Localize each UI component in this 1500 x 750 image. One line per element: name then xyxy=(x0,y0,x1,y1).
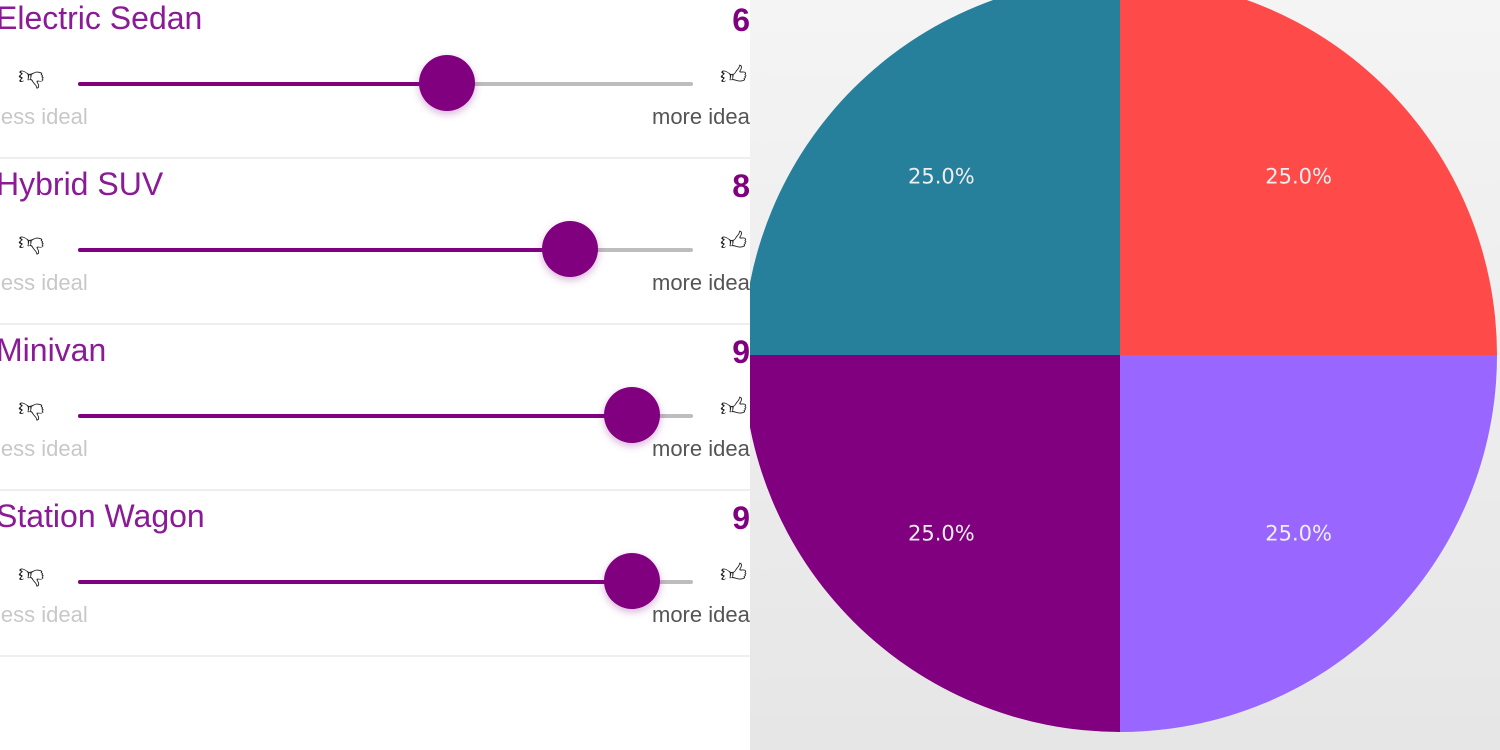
item-name: Minivan xyxy=(0,332,107,368)
pie-slice[interactable] xyxy=(750,355,1120,732)
item-name: Station Wagon xyxy=(0,498,205,534)
pie-chart-panel: 25.0% 25.0% 25.0% 25.0% xyxy=(750,0,1500,750)
pie-slice[interactable] xyxy=(1120,355,1497,732)
thumbs-down-icon[interactable]: 👎︎ xyxy=(18,60,45,90)
slider-fill xyxy=(78,248,570,252)
rating-row: Station Wagon 9 👎︎ 👍︎ less ideal more id… xyxy=(0,490,750,657)
rating-row: Hybrid SUV 8 👎︎ 👍︎ less ideal more ideal xyxy=(0,158,750,325)
rating-row: Electric Sedan 6 👎︎ 👍︎ less ideal more i… xyxy=(0,0,750,159)
more-ideal-label: more ideal xyxy=(652,104,750,129)
more-ideal-label: more ideal xyxy=(652,270,750,295)
rating-slider[interactable] xyxy=(78,553,693,609)
thumbs-up-icon[interactable]: 👍︎ xyxy=(720,392,748,422)
item-value: 9 xyxy=(732,500,750,536)
thumbs-up-icon[interactable]: 👍︎ xyxy=(720,226,748,256)
slider-thumb[interactable] xyxy=(419,55,475,111)
slice-label: 25.0% xyxy=(908,164,975,188)
slice-label: 25.0% xyxy=(1265,164,1332,188)
ratings-panel: Electric Sedan 6 👎︎ 👍︎ less ideal more i… xyxy=(0,0,750,657)
rating-row: Minivan 9 👎︎ 👍︎ less ideal more ideal xyxy=(0,324,750,491)
slice-label: 25.0% xyxy=(908,522,975,546)
item-value: 8 xyxy=(732,168,750,204)
item-name: Electric Sedan xyxy=(0,0,203,36)
less-ideal-label: less ideal xyxy=(0,602,88,627)
slice-label: 25.0% xyxy=(1265,522,1332,546)
rating-slider[interactable] xyxy=(78,387,693,443)
thumbs-up-icon[interactable]: 👍︎ xyxy=(720,60,748,90)
thumbs-down-icon[interactable]: 👎︎ xyxy=(18,392,45,422)
slider-fill xyxy=(78,580,632,584)
item-value: 6 xyxy=(732,2,750,38)
thumbs-up-icon[interactable]: 👍︎ xyxy=(720,558,748,588)
slider-thumb[interactable] xyxy=(542,221,598,277)
item-value: 9 xyxy=(732,334,750,370)
thumbs-down-icon[interactable]: 👎︎ xyxy=(18,558,45,588)
pie-chart: 25.0% 25.0% 25.0% 25.0% xyxy=(750,0,1497,732)
more-ideal-label: more ideal xyxy=(652,602,750,627)
rating-slider[interactable] xyxy=(78,55,693,111)
pie-slice[interactable] xyxy=(1120,0,1497,355)
thumbs-down-icon[interactable]: 👎︎ xyxy=(18,226,45,256)
more-ideal-label: more ideal xyxy=(652,436,750,461)
slider-fill xyxy=(78,414,632,418)
less-ideal-label: less ideal xyxy=(0,436,88,461)
slider-thumb[interactable] xyxy=(603,553,660,609)
less-ideal-label: less ideal xyxy=(0,270,88,295)
less-ideal-label: less ideal xyxy=(0,104,88,129)
pie-slice[interactable] xyxy=(750,0,1120,355)
slider-thumb[interactable] xyxy=(603,387,660,443)
rating-slider[interactable] xyxy=(78,221,693,277)
slider-fill xyxy=(78,82,447,86)
item-name: Hybrid SUV xyxy=(0,166,164,202)
